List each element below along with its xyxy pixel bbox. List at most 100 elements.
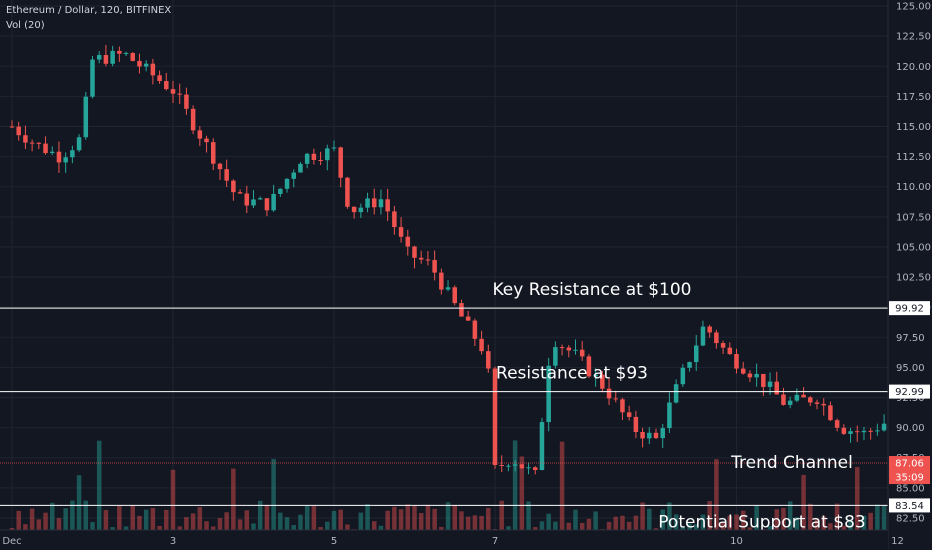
volume-bar: [566, 522, 572, 530]
volume-bar: [660, 509, 665, 530]
price-tick-label: 125.00: [896, 2, 931, 13]
bar-countdown-label: 35:09: [895, 473, 924, 484]
level-price-label: 99.92: [895, 304, 924, 315]
candle-body: [439, 272, 444, 290]
volume-bar: [257, 500, 263, 530]
level-annotation: Resistance at $93: [496, 364, 648, 384]
volume-bar: [875, 504, 880, 530]
level-price-badge: [889, 498, 930, 513]
price-axis[interactable]: 82.5085.0087.5090.0092.5095.0097.50100.0…: [887, 0, 932, 550]
volume-bar: [304, 505, 310, 530]
candle-body: [499, 464, 504, 466]
volume-bar: [814, 518, 820, 530]
volume-bar: [465, 516, 471, 530]
candle-body: [727, 347, 733, 355]
candle-body: [694, 345, 699, 363]
candle-body: [412, 246, 417, 258]
candle-body: [29, 142, 35, 144]
candle-body: [613, 398, 618, 400]
volume-bar: [244, 510, 250, 530]
volume-bar: [36, 519, 42, 530]
volume-bar: [714, 459, 719, 530]
candle-body: [573, 349, 578, 351]
volume-bar: [687, 523, 692, 530]
candle-body: [137, 60, 142, 67]
candle-body: [586, 356, 592, 377]
volume-bar: [787, 501, 793, 530]
candle-body: [841, 427, 847, 434]
candles: [9, 44, 932, 475]
candle-body: [787, 400, 793, 405]
candle-body: [881, 423, 887, 431]
candle-body: [526, 467, 531, 469]
price-tick-label: 112.50: [896, 152, 931, 163]
candle-body: [117, 50, 122, 54]
candle-body: [405, 236, 411, 247]
candle-body: [365, 198, 370, 208]
trend-channel-annotation: Trend Channel: [730, 453, 853, 473]
candle-body: [452, 287, 457, 304]
time-axis[interactable]: Dec357101214171921: [0, 529, 932, 550]
horizontal-levels: Key Resistance at $100 Resistance at $93 P…: [0, 280, 888, 532]
volume-bar: [9, 528, 15, 530]
candle-body: [56, 151, 62, 163]
candle-body: [855, 431, 860, 433]
price-tick-label: 85.00: [896, 483, 925, 494]
candle-body: [392, 211, 397, 228]
candle-body: [875, 430, 880, 432]
candle-body: [821, 403, 826, 406]
volume-bar: [418, 513, 424, 530]
volume-bar: [345, 524, 350, 530]
candle-body: [177, 93, 182, 95]
volume-bar: [579, 522, 585, 530]
candle-body: [231, 180, 236, 193]
time-tick-label: 3: [170, 536, 176, 547]
candle-body: [318, 159, 323, 161]
volume-bar: [720, 522, 726, 530]
volume-bar: [392, 506, 397, 530]
candle-body: [264, 198, 270, 211]
price-tick-label: 82.50: [896, 513, 925, 524]
candle-body: [16, 126, 21, 136]
time-tick-label: Dec: [2, 536, 21, 547]
volume-bar: [519, 456, 525, 530]
candle-body: [492, 368, 498, 465]
volume-bar: [43, 512, 48, 530]
price-tick-label: 115.00: [896, 122, 931, 133]
volume-bar: [96, 440, 102, 530]
volume-bar: [291, 524, 296, 530]
candle-body: [331, 147, 337, 149]
volume-bar: [83, 500, 89, 530]
legend-symbol-title: Ethereum / Dollar, 120, BITFINEX: [6, 5, 172, 16]
volume-bar: [130, 505, 135, 530]
candle-body: [43, 143, 48, 154]
volume-bar: [553, 521, 558, 530]
candle-body: [767, 381, 773, 387]
candle-body: [700, 326, 706, 346]
price-tick-label: 117.50: [896, 92, 931, 103]
volume-bar: [385, 510, 390, 530]
volume-bar: [647, 508, 652, 530]
volume-bar: [412, 506, 417, 530]
volume-bar: [492, 528, 498, 530]
volume-bar: [29, 508, 35, 530]
candle-body: [687, 362, 692, 368]
volume-bar: [855, 467, 860, 530]
candle-body: [814, 402, 820, 404]
volume-bar: [123, 526, 129, 530]
candle-body: [848, 431, 853, 434]
candle-body: [861, 430, 867, 433]
candle-body: [868, 430, 873, 432]
volume-bar: [445, 502, 451, 530]
volume-bar: [633, 515, 639, 530]
volume-bar: [23, 524, 28, 530]
volume-bar: [284, 517, 290, 530]
volume-bar: [606, 521, 612, 530]
volume-bar: [586, 518, 592, 530]
volume-bar: [486, 507, 491, 530]
volume-bar: [117, 506, 122, 530]
candle-body: [204, 138, 209, 143]
candle-body: [211, 142, 216, 164]
volume-bar: [63, 508, 68, 530]
